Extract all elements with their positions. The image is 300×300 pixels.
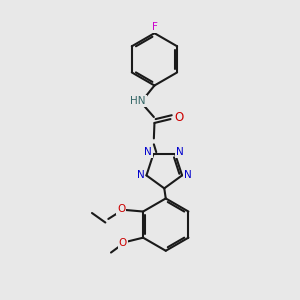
Text: N: N [176, 147, 184, 157]
Text: N: N [144, 147, 152, 157]
Text: O: O [174, 111, 184, 124]
Text: HN: HN [130, 96, 146, 106]
Text: F: F [152, 22, 158, 32]
Text: N: N [136, 170, 144, 180]
Text: N: N [184, 170, 192, 180]
Text: O: O [117, 204, 125, 214]
Text: O: O [119, 238, 127, 248]
